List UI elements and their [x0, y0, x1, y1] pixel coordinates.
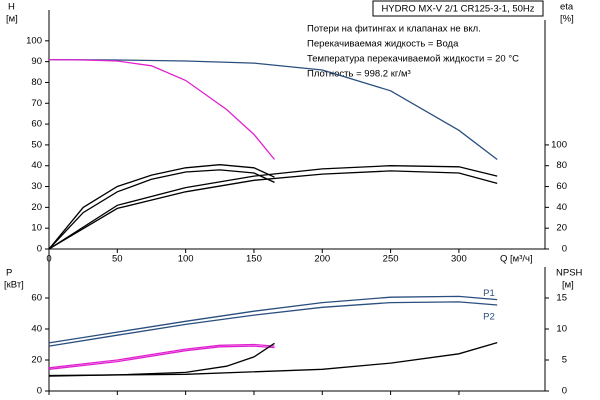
y-tick-label: 40 [31, 324, 42, 335]
y-axis-label: H [8, 2, 15, 13]
curve [48, 341, 498, 377]
y2-tick-label: 5 [562, 355, 567, 366]
y-tick-label: 30 [31, 181, 42, 192]
y2-tick-label: 100 [551, 139, 567, 150]
y2-tick-label: 10 [556, 324, 567, 335]
y2-tick-label: 60 [556, 181, 567, 192]
curve [48, 169, 275, 250]
note: Потери на фитингах и клапанах не вкл. [307, 24, 481, 35]
x-tick-label: 250 [383, 254, 399, 265]
y-tick-label: 10 [31, 223, 42, 234]
curve [48, 295, 498, 344]
curve [48, 345, 275, 370]
curve [48, 170, 498, 250]
x-axis-label: Q [м³/ч] [500, 254, 533, 265]
y-tick-label: 50 [31, 139, 42, 150]
curve [48, 342, 275, 377]
series-label: P1 [483, 288, 495, 299]
y2-axis-unit: [м] [562, 280, 574, 291]
y2-tick-label: 15 [556, 293, 567, 304]
chart-title: HYDRO MX-V 2/1 CR125-3-1, 50Hz [381, 4, 534, 15]
y-tick-label: 60 [31, 293, 42, 304]
note: Плотность = 998.2 кг/м³ [307, 69, 411, 80]
y-tick-label: 0 [37, 386, 42, 397]
note: Температура перекачиваемой жидкости = 20… [307, 54, 519, 65]
series-label: P2 [483, 311, 495, 322]
curve [48, 165, 498, 250]
curve [48, 58, 276, 160]
curve [48, 343, 275, 369]
title-box [372, 0, 544, 17]
y-tick-label: 0 [37, 244, 42, 255]
x-tick-label: 100 [178, 254, 194, 265]
y-tick-label: 90 [31, 56, 42, 67]
y-tick-label: 100 [26, 35, 42, 46]
y2-tick-label: 0 [562, 244, 567, 255]
note: Перекачиваемая жидкость = Вода [307, 39, 459, 50]
curve [48, 301, 498, 347]
y2-axis-unit: [%] [560, 14, 574, 25]
y2-axis-label: NPSH [556, 268, 583, 279]
y-tick-label: 20 [31, 202, 42, 213]
y2-tick-label: 80 [556, 160, 567, 171]
curve [48, 164, 275, 250]
y2-tick-label: 40 [556, 202, 567, 213]
y-tick-label: 60 [31, 119, 42, 130]
curve [48, 58, 498, 161]
y-axis-unit: [м] [6, 14, 18, 25]
y-axis-unit: [кВт] [4, 280, 24, 291]
x-tick-label: 200 [314, 254, 330, 265]
x-tick-label: 300 [451, 254, 467, 265]
x-tick-label: 150 [246, 254, 262, 265]
y2-tick-label: 20 [556, 223, 567, 234]
y-tick-label: 20 [31, 355, 42, 366]
x-tick-label: 50 [112, 254, 123, 265]
y-tick-label: 70 [31, 98, 42, 109]
y-tick-label: 40 [31, 160, 42, 171]
y-axis-label: P [6, 268, 12, 279]
y2-tick-label: 0 [562, 386, 567, 397]
y-tick-label: 80 [31, 77, 42, 88]
y2-axis-label: eta [560, 2, 574, 13]
